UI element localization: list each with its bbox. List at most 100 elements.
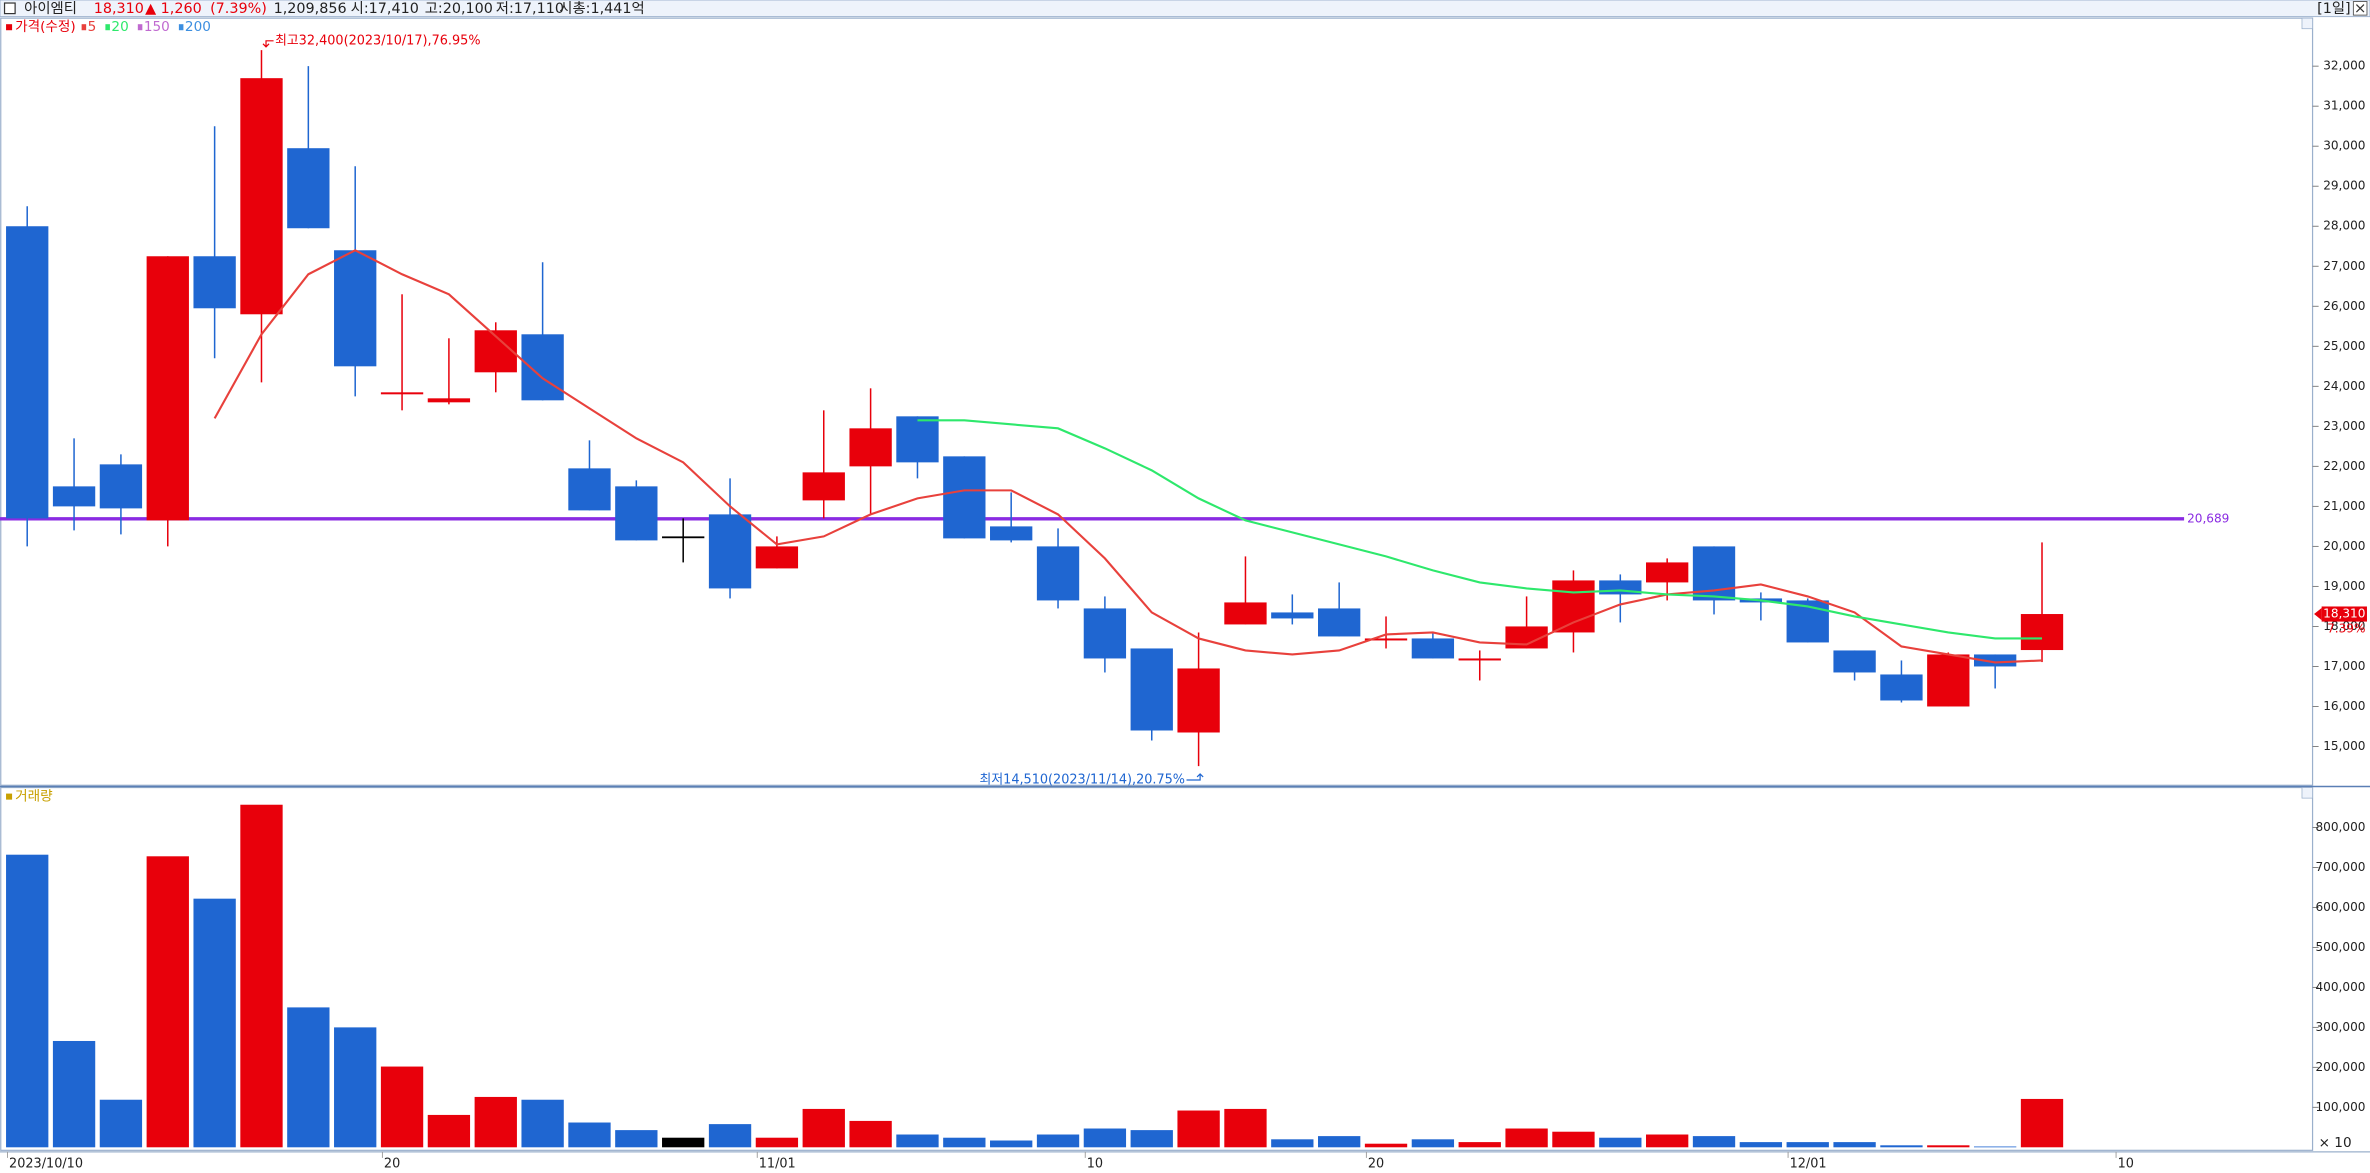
close-icon [2355,4,2365,13]
candle-body [240,78,283,315]
candle-body [615,486,658,541]
y-tick-label: 600,000 [2316,900,2366,914]
y-tick-label: 32,000 [2323,59,2365,73]
volume-bar [99,1099,143,1148]
volume-bar [52,1040,96,1148]
candle-body [99,464,143,509]
low: 저:17,110 [496,0,564,17]
volume-bar [334,1027,377,1148]
candle-body [1271,612,1314,619]
volume-bar [568,1122,611,1148]
volume-unit: × 10 [2319,1135,2352,1151]
candle-body [334,250,377,367]
header: 아이엠티 18,310 ▲ 1,260 (7.39%) 1,209,856 시:… [0,0,2370,18]
y-tick-label: 23,000 [2323,419,2365,433]
y-tick-label: 26,000 [2323,299,2365,313]
x-tick-label: 10 [2118,1156,2134,1171]
volume-bar [896,1134,939,1148]
candle-body [521,334,564,401]
y-tick-label: 18,000 [2323,619,2365,633]
x-tick-label: 12/01 [1790,1156,1827,1171]
candle-body [1552,580,1595,633]
checkbox[interactable] [3,2,16,15]
volume-bar [1692,1136,1736,1148]
candle-body [380,392,424,395]
candle-body [146,256,189,521]
volume-bar [1786,1142,1829,1148]
y-tick-label: 25,000 [2323,339,2365,353]
low-annotation: 최저14,510(2023/11/14),20.75% [980,772,1185,787]
candle-body [1224,602,1267,625]
volume-bar [615,1130,658,1148]
y-tick-label: 24,000 [2323,379,2365,393]
legend-marker [6,793,13,800]
y-tick-label: 17,000 [2323,659,2365,673]
y-tick-label: 700,000 [2316,860,2366,874]
panel-button[interactable] [2301,787,2313,799]
volume-bar [193,898,236,1148]
price-legend-title: 가격(수정) [15,19,76,35]
volume-bar [521,1099,564,1148]
y-tick-label: 27,000 [2323,259,2365,273]
volume-bar [380,1066,424,1148]
volume-bar [1973,1146,2017,1148]
volume-bar [1318,1136,1361,1148]
volume-bar [6,854,49,1148]
candle-body [662,536,705,539]
candle-body [1364,638,1408,641]
y-tick-label: 22,000 [2323,459,2365,473]
candle-body [1833,650,1876,673]
high-annotation: 최고32,400(2023/10/17),76.95% [275,33,480,48]
candle-body [1083,608,1127,659]
legend-marker [105,24,110,31]
candle-body [1177,668,1220,733]
panel-button[interactable] [2301,17,2313,30]
volume-bar [990,1140,1033,1148]
candle-body [1458,658,1501,661]
y-tick-label: 200,000 [2316,1060,2366,1074]
y-tick-label: 100,000 [2316,1100,2366,1114]
candle-body [708,514,752,589]
y-tick-label: 400,000 [2316,980,2366,994]
candle-body [1646,562,1689,583]
volume-bar [1880,1145,1923,1148]
y-tick-label: 31,000 [2323,99,2365,113]
open: 시:17,410 [351,1,419,17]
high-note-arrow [262,40,274,48]
volume-bar [146,856,189,1148]
volume-bar [755,1137,799,1148]
moving-average-line [213,249,2043,664]
price: 18,310 [94,1,144,17]
stock-name: 아이엠티 [24,0,77,17]
period[interactable]: [1일] [2317,0,2351,17]
x-tick-label: 20 [1368,1156,1384,1171]
candle-body [896,416,939,463]
candle-body [1130,648,1173,731]
volume-bar [1177,1110,1220,1148]
candle-body [990,526,1033,541]
candle-body [1411,638,1455,659]
legend-marker [137,24,143,31]
volume-bar [1036,1134,1080,1148]
volume-bar [1271,1139,1314,1148]
volume-bar [1552,1131,1595,1148]
legend-marker [178,24,184,31]
candle-body [1973,654,2017,667]
candle-body [427,398,471,403]
candle-body [943,456,986,539]
volume-bar [1411,1139,1455,1148]
x-tick-label: 10 [1087,1156,1103,1171]
legend-label: 200 [185,19,211,35]
volume: 1,209,856 [274,1,347,17]
y-tick-label: 800,000 [2316,820,2366,834]
volume-bar [802,1108,845,1148]
candle-body [287,148,330,229]
candle-body [193,256,236,309]
low-note-arrow [1186,773,1204,781]
y-tick-label: 21,000 [2323,499,2365,513]
volume-legend-title: 거래량 [15,789,53,805]
candle-body [1927,654,1970,707]
